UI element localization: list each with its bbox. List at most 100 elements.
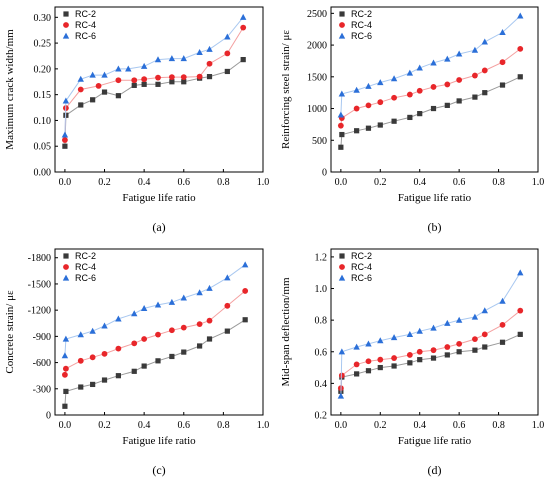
data-point-rc-2 [78, 384, 84, 390]
data-point-rc-6 [61, 131, 69, 138]
data-point-rc-6 [338, 90, 346, 97]
data-point-rc-6 [353, 343, 360, 350]
data-point-rc-4 [224, 302, 231, 309]
data-point-rc-6 [365, 82, 372, 89]
data-point-rc-6 [115, 65, 122, 72]
data-point-rc-2 [444, 352, 450, 358]
y-tick-label: 1.2 [315, 252, 328, 263]
legend-label: RC-2 [75, 9, 96, 19]
data-point-rc-4 [62, 371, 68, 378]
data-point-rc-4 [206, 60, 213, 67]
plot-frame [54, 6, 264, 173]
panel-label: (a) [152, 220, 165, 234]
data-point-rc-2 [101, 89, 108, 95]
data-point-rc-4 [141, 76, 148, 83]
data-point-rc-6 [140, 305, 148, 312]
data-point-rc-2 [377, 364, 383, 371]
data-point-rc-4 [430, 84, 437, 90]
data-point-rc-4 [89, 354, 96, 361]
x-tick-label: 0.0 [335, 420, 348, 431]
x-tick-label: 0.0 [59, 420, 72, 431]
legend-marker-rc-2 [339, 253, 345, 259]
x-tick-label: 0.4 [413, 420, 426, 431]
y-tick-label: 0.6 [315, 347, 328, 358]
y-axis-label: Mid-span deflection/mm [280, 277, 292, 387]
data-point-rc-4 [155, 74, 161, 81]
y-axis-label: Reinforcing steel strain/ με [280, 30, 292, 149]
data-point-rc-6 [239, 13, 247, 20]
data-point-rc-4 [168, 74, 175, 81]
legend-marker-rc-6 [338, 274, 346, 281]
data-point-rc-6 [406, 69, 414, 76]
data-point-rc-4 [115, 345, 122, 352]
data-point-rc-6 [444, 55, 451, 62]
legend-label: RC-6 [351, 273, 372, 283]
data-point-rc-6 [365, 340, 372, 347]
data-point-rc-4 [353, 361, 360, 368]
legend-marker-rc-4 [63, 22, 69, 28]
data-point-rc-6 [180, 55, 187, 62]
data-point-rc-4 [377, 356, 384, 363]
data-point-rc-2 [456, 98, 462, 104]
data-point-rc-2 [115, 93, 121, 99]
data-point-rc-6 [481, 307, 488, 314]
data-point-rc-6 [180, 294, 187, 301]
data-point-rc-2 [101, 377, 108, 383]
x-tick-label: 0.6 [453, 420, 466, 431]
data-point-rc-4 [406, 352, 413, 358]
y-tick-label: 0.4 [315, 379, 328, 390]
chart-panel-2: 0.0 0.2 0.4 0.6 0.8 1.0 0 500 1000 1500 2000 2500 Fa… [280, 6, 544, 234]
y-tick-label: 500 [312, 136, 327, 147]
y-tick-label: 0.25 [34, 39, 52, 50]
series-line-rc-2 [64, 59, 244, 147]
data-point-rc-4 [499, 59, 506, 66]
data-point-rc-6 [125, 65, 132, 72]
legend: RC-2RC-4RC-6 [62, 9, 96, 41]
data-point-rc-4 [77, 357, 84, 364]
panel-label: (c) [152, 463, 165, 477]
x-tick-label: 1.0 [257, 177, 270, 188]
x-tick-label: 0.6 [453, 177, 466, 188]
data-point-rc-6 [154, 301, 162, 308]
legend-label: RC-2 [351, 251, 372, 261]
data-point-rc-2 [472, 94, 478, 100]
data-point-rc-4 [115, 77, 122, 84]
data-point-rc-6 [471, 46, 479, 53]
x-tick-label: 0.4 [138, 420, 151, 431]
data-point-rc-6 [61, 352, 69, 359]
x-tick-label: 0.2 [98, 420, 111, 431]
data-point-rc-4 [242, 288, 249, 294]
data-point-rc-2 [517, 331, 523, 337]
data-point-rc-2 [430, 355, 437, 361]
legend-label: RC-2 [75, 251, 96, 261]
plot-frame [330, 6, 539, 173]
data-point-rc-6 [416, 64, 423, 71]
data-point-rc-2 [155, 81, 161, 87]
x-tick-label: 1.0 [532, 420, 545, 431]
data-point-rc-2 [115, 373, 121, 379]
y-tick-label: 0.8 [315, 316, 328, 327]
legend-label: RC-4 [75, 20, 96, 30]
data-point-rc-4 [196, 321, 203, 328]
data-point-rc-2 [499, 339, 506, 345]
data-point-rc-2 [62, 143, 68, 149]
data-point-rc-6 [77, 331, 84, 338]
data-point-rc-4 [481, 331, 488, 338]
legend-marker-rc-2 [63, 253, 69, 259]
data-point-rc-4 [338, 372, 345, 379]
data-point-rc-2 [169, 353, 175, 360]
data-point-rc-6 [140, 62, 148, 69]
data-point-rc-6 [517, 269, 524, 276]
y-tick-label: 1500 [307, 72, 327, 83]
data-point-rc-4 [444, 344, 451, 350]
data-point-rc-2 [417, 357, 423, 363]
data-point-rc-6 [101, 322, 108, 329]
data-point-rc-4 [472, 336, 478, 343]
x-tick-label: 0.8 [217, 177, 230, 188]
data-point-rc-2 [90, 381, 96, 388]
data-point-rc-4 [517, 45, 524, 52]
data-point-rc-6 [481, 38, 488, 45]
legend-marker-rc-6 [62, 32, 70, 39]
x-tick-label: 0.8 [217, 420, 230, 431]
legend-label: RC-4 [351, 20, 372, 30]
